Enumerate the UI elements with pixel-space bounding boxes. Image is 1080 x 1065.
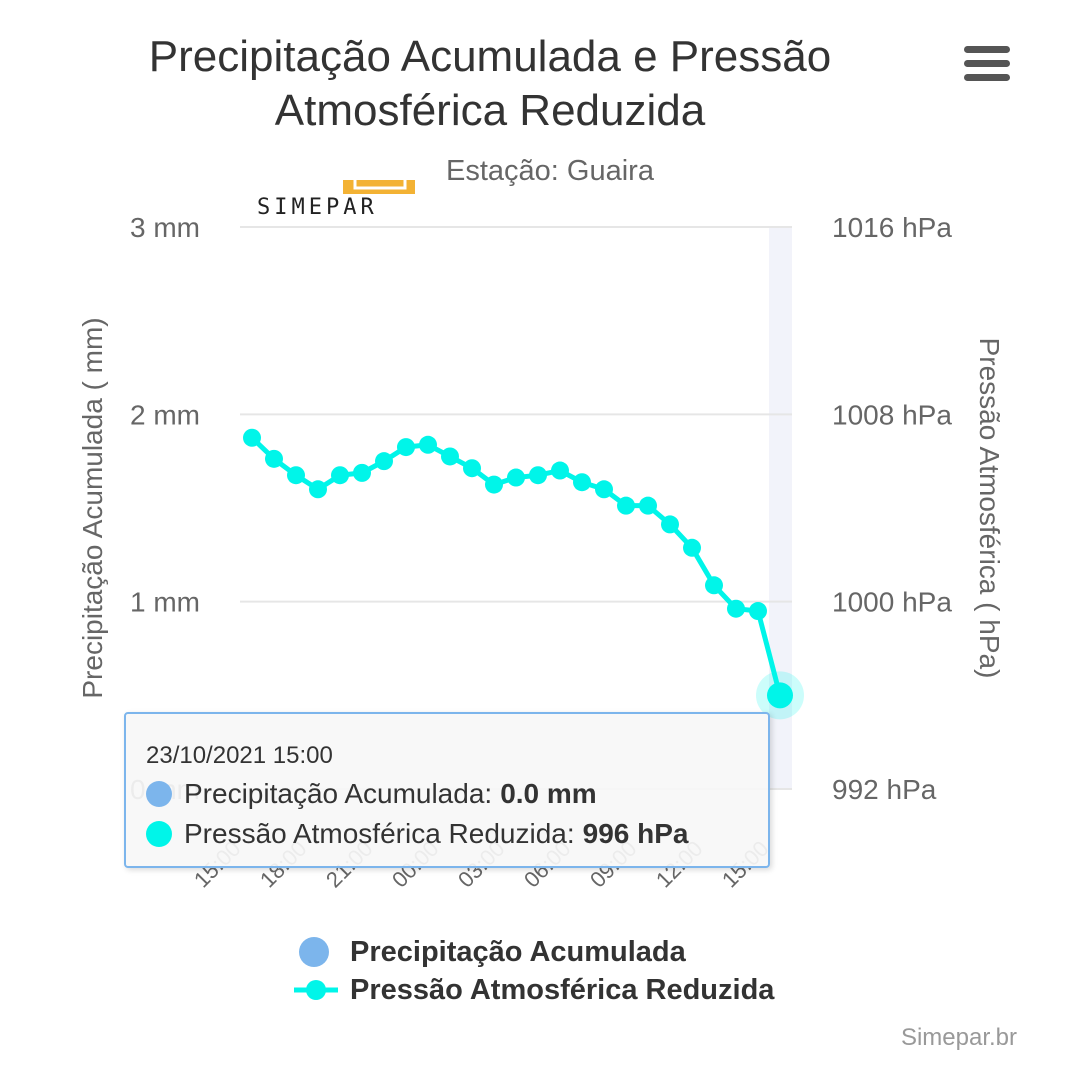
tooltip-pressure-label: Pressão Atmosférica Reduzida: — [184, 818, 575, 849]
legend: Precipitação Acumulada Pressão Atmosféri… — [292, 933, 774, 1009]
pressure-point — [441, 447, 459, 466]
tooltip: 23/10/2021 15:00 Precipitação Acumulada:… — [124, 712, 770, 868]
simepar-logo: SIMEPAR — [257, 180, 415, 220]
y-left-tick-label: 3 mm — [130, 212, 200, 243]
pressure-point — [529, 466, 547, 485]
y-right-tick-label: 992 hPa — [832, 774, 937, 805]
tooltip-date: 23/10/2021 15:00 — [146, 742, 333, 769]
precip-legend-icon — [299, 937, 329, 967]
y-axis-right-title: Pressão Atmosférica ( hPa) — [974, 338, 1005, 679]
tooltip-pressure-value: 996 hPa — [582, 818, 689, 849]
y-right-tick-label: 1016 hPa — [832, 212, 952, 243]
pressure-point — [309, 480, 327, 499]
y-left-tick-label: 1 mm — [130, 587, 200, 618]
pressure-point — [661, 515, 679, 534]
pressure-point — [419, 435, 437, 454]
pressure-point — [397, 438, 415, 457]
pressure-point — [551, 461, 569, 480]
legend-item-precip[interactable]: Precipitação Acumulada — [292, 933, 774, 971]
pressure-point — [507, 468, 525, 487]
pressure-point — [331, 466, 349, 485]
legend-label-pressure: Pressão Atmosférica Reduzida — [350, 973, 775, 1006]
pressure-point — [485, 475, 503, 494]
pressure-point — [595, 480, 613, 499]
y-axis-left-title: Precipitação Acumulada ( mm) — [77, 317, 108, 698]
chart-title-line-1: Precipitação Acumulada e Pressão — [148, 32, 832, 81]
tooltip-row-pressure: Pressão Atmosférica Reduzida: 996 hPa — [146, 818, 689, 850]
chart-subtitle: Estação: Guaira — [446, 155, 654, 187]
chart-title: Precipitação Acumulada e Pressão Atmosfé… — [60, 30, 920, 138]
pressure-point — [265, 449, 283, 468]
pressure-dot-icon — [146, 821, 172, 847]
pressure-point — [287, 466, 305, 485]
pressure-point — [639, 496, 657, 515]
pressure-point — [683, 538, 701, 557]
precip-dot-icon — [146, 781, 172, 807]
chart-title-line-2: Atmosférica Reduzida — [274, 86, 706, 135]
legend-label-precip: Precipitação Acumulada — [350, 935, 686, 968]
pressure-point — [749, 602, 767, 621]
hover-band — [769, 227, 792, 789]
pressure-point — [353, 463, 371, 482]
credits-link[interactable]: Simepar.br — [900, 1024, 1017, 1051]
y-right-tick-label: 1000 hPa — [832, 587, 952, 618]
svg-text:SIMEPAR: SIMEPAR — [257, 195, 378, 220]
pressure-point — [705, 576, 723, 595]
y-right-tick-label: 1008 hPa — [832, 399, 952, 430]
tooltip-precip-value: 0.0 mm — [500, 778, 597, 809]
pressure-point — [727, 599, 745, 618]
tooltip-precip-label: Precipitação Acumulada: — [184, 778, 493, 809]
legend-item-pressure[interactable]: Pressão Atmosférica Reduzida — [292, 971, 774, 1009]
tooltip-row-precip: Precipitação Acumulada: 0.0 mm — [146, 778, 597, 810]
pressure-point — [375, 452, 393, 471]
pressure-point — [463, 459, 481, 478]
pressure-point — [617, 496, 635, 515]
hamburger-menu-icon[interactable] — [964, 46, 1010, 82]
y-left-tick-label: 2 mm — [130, 399, 200, 430]
pressure-point — [573, 473, 591, 492]
pressure-point — [767, 682, 793, 709]
pressure-point — [243, 428, 261, 447]
pressure-legend-icon — [294, 980, 338, 1000]
